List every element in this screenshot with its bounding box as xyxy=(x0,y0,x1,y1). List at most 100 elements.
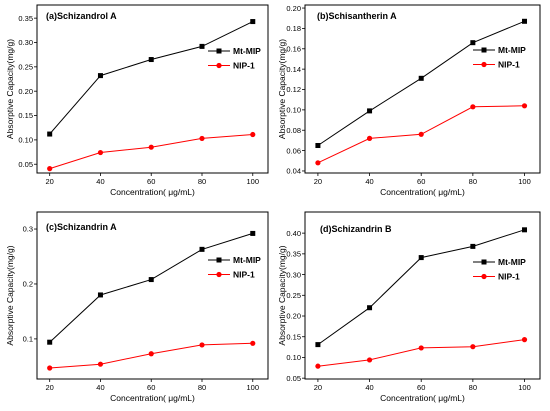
x-axis-label: Concentration( μg/mL) xyxy=(110,393,195,403)
y-tick-label: 0.12 xyxy=(286,85,301,94)
y-axis-label: Absorptive Capacity(mg/g) xyxy=(277,39,287,139)
y-tick-label: 0.30 xyxy=(18,38,33,47)
y-tick-label: 0.25 xyxy=(18,63,33,72)
legend-entry-nip-1: NIP-1 xyxy=(208,61,255,71)
legend-marker xyxy=(481,47,487,53)
x-tick-label: 60 xyxy=(417,177,425,186)
mt-mip-data-point xyxy=(522,18,528,24)
mt-mip-data-point xyxy=(315,143,321,149)
x-tick-label: 40 xyxy=(365,177,373,186)
x-tick-label: 20 xyxy=(46,177,54,186)
legend-marker xyxy=(216,271,222,278)
legend-label-nip-1: NIP-1 xyxy=(233,270,255,280)
y-tick-label: 0.30 xyxy=(286,270,301,279)
mt-mip-data-point xyxy=(199,246,205,252)
chart-panel: 20 40 60 80 100 0.04 0.06 0.08 0.10 0.12 0.14 0.16 0… xyxy=(277,4,541,197)
chart-title: (b)Schisantherin A xyxy=(317,11,397,21)
y-axis-label: Absorptive Capacity(mg/g) xyxy=(5,39,15,139)
y-tick-label: 0.40 xyxy=(286,229,301,238)
x-tick-label: 20 xyxy=(314,383,322,392)
legend-label-nip-1: NIP-1 xyxy=(498,272,520,282)
mt-mip-data-point xyxy=(47,339,53,345)
y-tick-label: 0.35 xyxy=(18,14,33,23)
mt-mip-data-point xyxy=(148,277,154,283)
nip-1-data-point xyxy=(47,166,53,172)
nip-1-data-point xyxy=(521,103,528,109)
y-axis-label: Absorptive Capacity(mg/g) xyxy=(5,245,15,345)
x-tick-label: 20 xyxy=(314,177,322,186)
nip-1-data-point xyxy=(366,357,373,363)
x-tick-label: 100 xyxy=(247,383,260,392)
nip-1-data-point xyxy=(366,135,373,141)
legend-label-mt-mip: Mt-MIP xyxy=(498,45,526,55)
mt-mip-data-point xyxy=(97,73,103,79)
mt-mip-data-point xyxy=(418,255,424,261)
legend-marker xyxy=(216,48,222,54)
mt-mip-data-point xyxy=(367,108,373,114)
mt-mip-data-point xyxy=(47,131,53,137)
chart-title: (a)Schizandrol A xyxy=(46,11,117,21)
nip-1-data-point xyxy=(148,351,154,357)
y-tick-label: 0.25 xyxy=(286,291,301,300)
plot-frame xyxy=(304,211,541,380)
legend-entry-mt-mip: Mt-MIP xyxy=(473,257,526,267)
plot-frame xyxy=(36,4,269,174)
legend-label-nip-1: NIP-1 xyxy=(498,60,520,70)
nip-1-data-point xyxy=(199,342,205,348)
nip-1-data-point xyxy=(148,144,154,150)
nip-1-data-point xyxy=(199,135,205,142)
mt-mip-data-point xyxy=(250,19,256,25)
mt-mip-data-point xyxy=(418,75,424,81)
legend-entry-mt-mip: Mt-MIP xyxy=(473,45,526,55)
x-tick-label: 20 xyxy=(46,383,54,392)
mt-mip-data-point xyxy=(367,305,373,311)
x-tick-label: 100 xyxy=(247,177,260,186)
nip-1-data-point xyxy=(250,340,256,346)
y-tick-label: 0.1 xyxy=(23,335,33,344)
nip-1-data-point xyxy=(470,104,476,110)
plot-frame xyxy=(304,4,541,174)
mt-mip-data-point xyxy=(250,230,256,236)
chart-panel: 20 40 60 80 100 0.1 0.2 0.3 (c)Schizandrin A Conc… xyxy=(5,211,269,403)
x-tick-label: 60 xyxy=(417,383,425,392)
mt-mip-line xyxy=(49,21,254,135)
mt-mip-line xyxy=(317,229,525,346)
legend-marker xyxy=(216,62,222,69)
y-tick-label: 0.20 xyxy=(18,87,33,96)
legend-entry-nip-1: NIP-1 xyxy=(473,272,520,282)
chart-panel: 20 40 60 80 100 0.05 0.10 0.15 0.20 0.25 0.30 0.35 (… xyxy=(5,4,269,197)
x-axis-label: Concentration( μg/mL) xyxy=(380,187,465,197)
legend-label-mt-mip: Mt-MIP xyxy=(233,46,261,56)
legend-marker xyxy=(481,273,487,280)
legend-marker xyxy=(481,61,487,68)
y-tick-label: 0.10 xyxy=(18,136,33,145)
mt-mip-line xyxy=(317,20,525,146)
y-tick-label: 0.05 xyxy=(286,374,301,383)
nip-1-line xyxy=(49,134,253,170)
y-tick-label: 0.18 xyxy=(286,24,301,33)
y-tick-label: 0.20 xyxy=(286,312,301,321)
plot-frame xyxy=(36,211,269,380)
x-tick-label: 80 xyxy=(469,177,477,186)
nip-1-data-point xyxy=(250,131,256,138)
y-axis-label: Absorptive Capacity(mg/g) xyxy=(277,245,287,345)
y-tick-label: 0.15 xyxy=(18,111,33,120)
y-tick-label: 0.15 xyxy=(286,332,301,341)
legend-entry-mt-mip: Mt-MIP xyxy=(208,46,261,56)
x-axis-label: Concentration( μg/mL) xyxy=(110,187,195,197)
y-tick-label: 0.04 xyxy=(286,167,301,176)
y-tick-label: 0.3 xyxy=(23,225,33,234)
y-tick-label: 0.05 xyxy=(18,160,33,169)
legend-entry-nip-1: NIP-1 xyxy=(208,270,255,280)
nip-1-data-point xyxy=(315,363,321,369)
nip-1-data-point xyxy=(315,160,321,166)
y-tick-label: 0.06 xyxy=(286,146,301,155)
mt-mip-data-point xyxy=(315,342,321,348)
x-tick-label: 80 xyxy=(469,383,477,392)
legend-label-mt-mip: Mt-MIP xyxy=(498,257,526,267)
legend-label-mt-mip: Mt-MIP xyxy=(233,255,261,265)
x-tick-label: 40 xyxy=(365,383,373,392)
chart-panel: 20 40 60 80 100 0.05 0.10 0.15 0.20 0.25 0.30 0.35 0… xyxy=(277,211,541,403)
